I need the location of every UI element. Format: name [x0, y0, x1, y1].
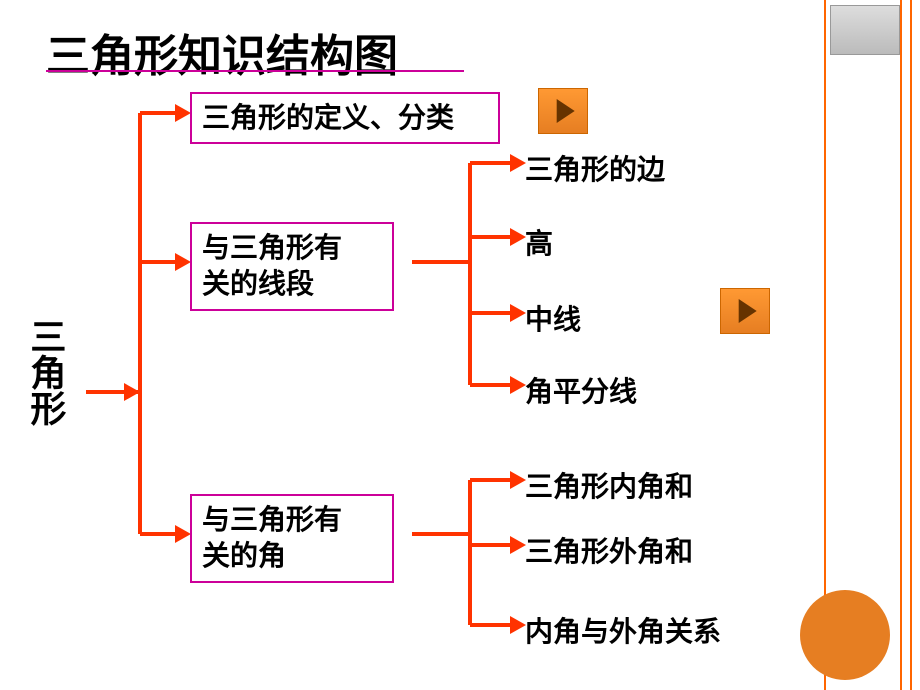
decoration-circle — [800, 590, 890, 680]
play-icon — [739, 299, 757, 323]
concept-box-box2: 与三角形有关的线段 — [190, 222, 394, 311]
page-title: 三角形知识结构图 — [46, 20, 398, 84]
right-decoration-line2 — [910, 0, 920, 690]
right-decoration-line — [900, 0, 902, 690]
right-decoration — [824, 0, 920, 690]
leaf-leaf7: 内角与外角关系 — [525, 610, 721, 650]
concept-box-box1: 三角形的定义、分类 — [190, 92, 500, 144]
calculator-icon — [830, 5, 900, 55]
play-button-play3[interactable] — [720, 288, 770, 334]
leaf-leaf5: 三角形内角和 — [525, 465, 693, 505]
play-icon — [557, 99, 575, 123]
root-label: 三角形 — [20, 318, 70, 426]
title-underline — [46, 70, 464, 72]
concept-box-box3: 与三角形有关的角 — [190, 494, 394, 583]
leaf-leaf3: 中线 — [525, 298, 581, 338]
play-button-play1[interactable] — [538, 88, 588, 134]
leaf-leaf1: 三角形的边 — [525, 148, 665, 188]
leaf-leaf2: 高 — [525, 222, 553, 262]
leaf-leaf6: 三角形外角和 — [525, 530, 693, 570]
leaf-leaf4: 角平分线 — [525, 370, 637, 410]
